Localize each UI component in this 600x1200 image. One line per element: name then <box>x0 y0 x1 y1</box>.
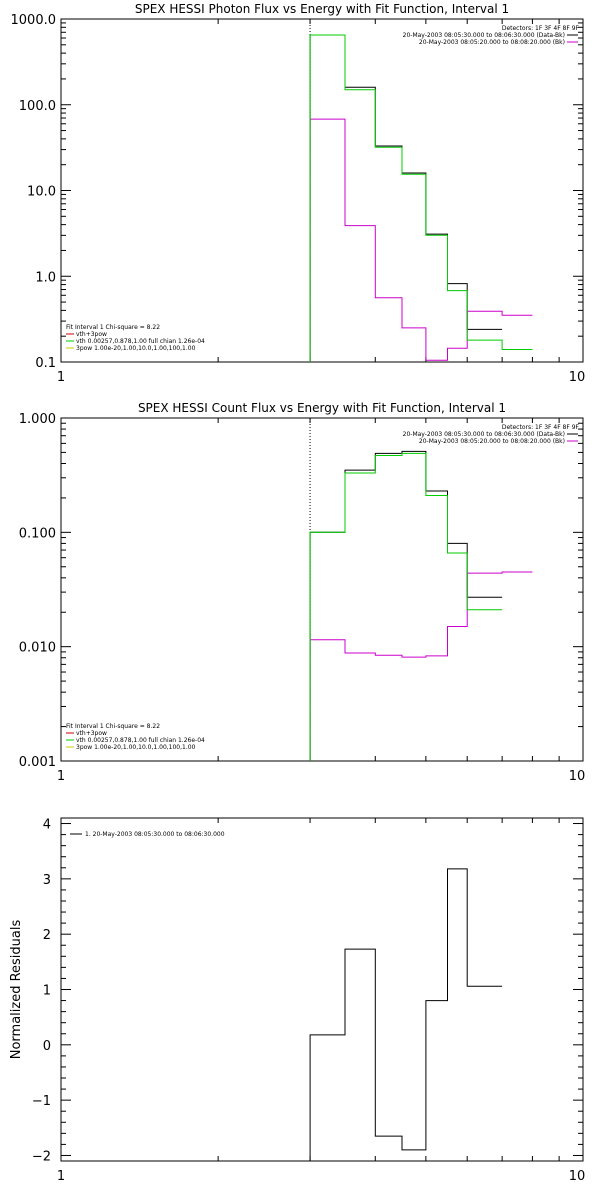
series-line-1 <box>309 450 503 761</box>
y-axis-title: Normalized Residuals <box>9 920 24 1060</box>
series-group <box>309 868 503 1161</box>
legend-label: 20-May-2003 08:05:20.000 to 08:08:20.000… <box>419 39 565 46</box>
series-group <box>309 450 533 761</box>
y-tick-label: −1 <box>32 1094 51 1109</box>
legend-label: 20-May-2003 08:05:30.000 to 08:06:30.000… <box>403 32 565 39</box>
legend-label: 3pow 1.00e-20,1.00,10.0,1.00,100,1.00 <box>76 345 196 352</box>
series-line-2 <box>309 118 533 362</box>
series-line-2 <box>309 571 533 761</box>
series-line-1 <box>309 868 503 1161</box>
x-tick-label: 10 <box>569 1169 586 1184</box>
plot-frame <box>60 817 584 1162</box>
series-line-3 <box>309 34 533 362</box>
legend-label: vth 0.00257,0.878,1.00 full chian 1.26e-… <box>76 737 205 744</box>
legend-label: vth 0.00257,0.878,1.00 full chian 1.26e-… <box>76 338 205 345</box>
legend-legend_fit: Fit Interval 1 Chi-square = 8.22vth+3pow… <box>66 324 205 352</box>
y-tick-label: −2 <box>32 1149 51 1164</box>
y-tick-label: 10.0 <box>27 185 56 200</box>
legend-label: vth+3pow <box>76 730 107 737</box>
y-tick-label: 0 <box>43 1039 51 1054</box>
x-tick-label: 1 <box>57 370 65 385</box>
x-tick-label: 1 <box>57 1169 65 1184</box>
y-tick-label: 0.010 <box>19 641 56 656</box>
chart-panel-3: 1 10 −2 −1 0 1 2 3 4 Normalized Residuals 1. 20-Ma… <box>9 817 585 1184</box>
chart-panel-1: SPEX HESSI Photon Flux vs Energy with Fi… <box>11 2 586 385</box>
x-tick-label: 10 <box>569 370 586 385</box>
series-line-1 <box>309 34 503 362</box>
plot-frame <box>60 417 584 762</box>
legend-label: 20-May-2003 08:05:30.000 to 08:06:30.000… <box>403 431 565 438</box>
chart-panel-2: SPEX HESSI Count Flux vs Energy with Fit… <box>19 401 585 784</box>
series-group <box>309 34 533 362</box>
y-tick-label: 100.0 <box>19 99 56 114</box>
plot-frame <box>60 18 584 363</box>
legend-header: Fit Interval 1 Chi-square = 8.22 <box>66 324 160 331</box>
y-axis: −2 −1 0 1 2 3 4 <box>32 818 583 1164</box>
chart-title: SPEX HESSI Photon Flux vs Energy with Fi… <box>135 2 509 16</box>
x-axis: 1 10 <box>57 418 585 784</box>
y-tick-label: 1 <box>43 984 51 999</box>
chart-title: SPEX HESSI Count Flux vs Energy with Fit… <box>138 401 506 415</box>
legend-label: 1. 20-May-2003 08:05:30.000 to 08:06:30.… <box>85 831 225 838</box>
y-tick-label: 4 <box>43 818 51 833</box>
legend-header: Detectors: 1F 3F 4F 8F 9F <box>502 25 580 32</box>
y-tick-label: 0.100 <box>19 526 56 541</box>
y-tick-label: 1.000 <box>19 412 56 427</box>
y-tick-label: 3 <box>43 873 51 888</box>
x-tick-label: 10 <box>569 769 586 784</box>
series-line-3 <box>309 452 503 761</box>
legend-label: 3pow 1.00e-20,1.00,10.0,1.00,100,1.00 <box>76 744 196 751</box>
y-tick-label: 1.0 <box>35 270 56 285</box>
y-tick-label: 0.001 <box>19 755 56 770</box>
x-axis: 1 10 <box>57 818 585 1184</box>
y-tick-label: 1000.0 <box>11 13 57 28</box>
y-tick-label: 2 <box>43 928 51 943</box>
legend-label: vth+3pow <box>76 331 107 338</box>
legend-legend_fit: Fit Interval 1 Chi-square = 8.22vth+3pow… <box>66 723 205 751</box>
legend-label: 20-May-2003 08:05:20.000 to 08:08:20.000… <box>419 438 565 445</box>
y-axis: 0.1 1.0 10.0 100.0 1000.0 <box>11 13 583 371</box>
legend-header: Detectors: 1F 3F 4F 8F 9F <box>502 424 580 431</box>
y-axis: 0.001 0.010 0.100 1.000 <box>19 412 583 770</box>
legend-header: Fit Interval 1 Chi-square = 8.22 <box>66 723 160 730</box>
x-tick-label: 1 <box>57 769 65 784</box>
y-tick-label: 0.1 <box>35 356 56 371</box>
legend-residuals: 1. 20-May-2003 08:05:30.000 to 08:06:30.… <box>70 831 225 838</box>
